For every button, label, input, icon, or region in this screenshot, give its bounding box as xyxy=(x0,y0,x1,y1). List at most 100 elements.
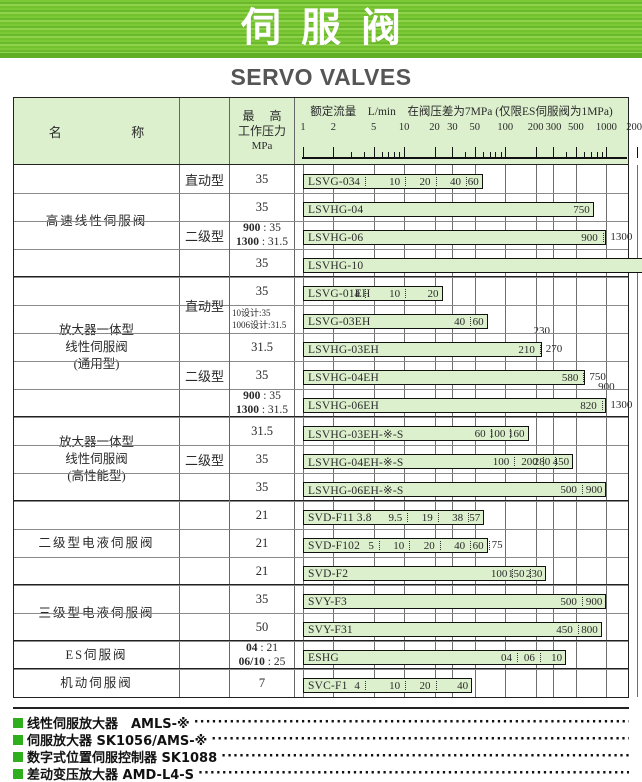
footer-item[interactable]: 数字式位置伺服控制器 SK1088 ······················… xyxy=(13,748,629,765)
row-separator xyxy=(14,361,628,362)
flow-range-bar[interactable]: LSVG-03 4 10 20 40 60 xyxy=(303,174,483,189)
mark-value: 280 xyxy=(533,455,551,468)
chart-gridline xyxy=(606,669,608,697)
group-name-line: 机动伺服阀 xyxy=(60,675,133,690)
leader-dots: ········································… xyxy=(221,749,629,764)
chart-gridline xyxy=(474,277,476,305)
row-separator xyxy=(14,305,628,306)
row-chart-cell: SVY-F31 450 800 xyxy=(295,613,638,641)
pressure-pair: 06/10 : 25 xyxy=(238,656,286,668)
row-pressure-cell: 21 xyxy=(230,501,295,529)
chart-gridline xyxy=(535,669,537,697)
servo-valve-table: 名 称 最 高 工作压力 MPa 额定流量 L/min 在阀压差为7MPa (仅… xyxy=(13,97,642,698)
chart-gridline xyxy=(505,501,507,529)
group-name-line: (通用型) xyxy=(73,356,120,371)
chart-gridline xyxy=(636,557,638,585)
valve-type-cell: 二级型 xyxy=(180,417,230,501)
flow-range-bar[interactable]: SVD-F102 5 10 20 40 60 xyxy=(303,538,490,553)
mark-value: 820 xyxy=(580,399,597,412)
flow-range-bar[interactable]: LSVHG-03EH-※-S 60 100 160 xyxy=(303,426,529,441)
mark-divider xyxy=(364,681,366,690)
footer-item[interactable]: 伺服放大器 SK1056/AMS-※ ·····················… xyxy=(13,731,629,748)
chart-gridline xyxy=(575,557,577,585)
axis-tick-minor xyxy=(482,152,484,158)
above-mark-value: 900 xyxy=(598,381,615,393)
axis-tick-major xyxy=(636,147,638,158)
mark-value: 06 xyxy=(523,651,535,664)
mark-value: 10 xyxy=(551,651,563,664)
row-separator xyxy=(14,641,628,642)
mark-value: 40 xyxy=(454,539,466,552)
group-name-cell: 二级型电液伺服阀 xyxy=(14,501,180,585)
chart-gridline xyxy=(606,277,608,305)
pressure-value: 35 xyxy=(255,480,269,494)
flow-range-bar[interactable]: SVD-F11 3.8 9.5 19 38 57 xyxy=(303,510,485,525)
axis-tick-label: 2000 xyxy=(626,122,642,133)
mark-divider xyxy=(581,597,583,606)
chart-gridline xyxy=(505,529,507,557)
axis-tick-major xyxy=(303,147,304,158)
chart-gridline xyxy=(606,529,608,557)
axis-tick-minor xyxy=(394,152,396,158)
chart-gridline xyxy=(636,305,638,333)
pressure-value: 7 xyxy=(258,676,266,690)
flow-range-bar[interactable]: SVY-F3 500 900 xyxy=(303,594,607,609)
pressure-value: 50 xyxy=(255,620,269,634)
pressure-value: 35 xyxy=(255,452,269,466)
flow-range-bar[interactable]: SVC-F1 4 10 20 40 xyxy=(303,678,473,693)
flow-range-bar[interactable]: LSVHG-04EH 580 xyxy=(303,370,586,385)
chart-gridline xyxy=(636,529,638,557)
row-pressure-cell: 31.5 xyxy=(230,417,295,445)
footer-item-label: 线性伺服放大器 AMLS-※ xyxy=(27,717,190,731)
flow-range-bar[interactable]: SVD-F2 100 150 230 xyxy=(303,566,547,581)
flow-range-bar[interactable]: LSVHG-04 750 xyxy=(303,202,594,217)
flow-range-bar[interactable]: LSVHG-04EH-※-S 100 200 280 450 xyxy=(303,454,574,469)
pressure-value: 35 xyxy=(255,256,269,270)
row-chart-cell: LSVHG-04 750 xyxy=(295,193,638,221)
group-name-cell: 放大器一体型 线性伺服阀 (高性能型) xyxy=(14,417,180,501)
table-row: 35 LSVHG-103800 xyxy=(14,249,642,277)
pressure-pair: 1300 : 31.5 xyxy=(235,404,289,416)
flow-range-bar[interactable]: LSVG-03EH 40 60 xyxy=(303,314,488,329)
footer-item[interactable]: 差动变压放大器 AMD-L4-S ·······················… xyxy=(13,765,629,782)
mark-value: 800 xyxy=(581,623,598,636)
chart-gridline xyxy=(575,529,577,557)
flow-range-bar[interactable]: LSVHG-103800 xyxy=(303,258,642,273)
header-scale-axis: 额定流量 L/min 在阀压差为7MPa (仅限ES伺服阀为1MPa) 1 2 5 1… xyxy=(295,98,642,164)
mark-divider xyxy=(470,541,472,550)
flow-range-bar[interactable]: LSVHG-06EH-※-S 500 900 xyxy=(303,482,607,497)
mark-value: 9.5 xyxy=(388,511,403,524)
mark-divider xyxy=(465,177,467,186)
flow-range-bar[interactable]: SVY-F31 450 800 xyxy=(303,622,602,637)
axis-tick-label: 200 xyxy=(527,122,544,133)
mark-value: 500 xyxy=(560,595,577,608)
mark-value: 4 xyxy=(354,679,360,692)
row-chart-cell: SVD-F2 100 150 230 xyxy=(295,557,638,585)
flow-range-bar[interactable]: LSVHG-06 900 xyxy=(303,230,607,245)
row-separator xyxy=(14,249,628,250)
chart-gridline xyxy=(606,641,608,669)
axis-tick-minor xyxy=(489,152,491,158)
chart-gridline xyxy=(575,277,577,305)
chart-gridline xyxy=(553,529,555,557)
flow-range-bar[interactable]: LSVHG-06EH 820 xyxy=(303,398,607,413)
chart-gridline xyxy=(606,165,608,193)
chart-gridline xyxy=(636,641,638,669)
pressure-value: 35 xyxy=(255,284,269,298)
row-separator xyxy=(14,193,628,194)
flow-range-bar[interactable]: LSVG-01EH 4 10 20 xyxy=(303,286,443,301)
flow-range-bar[interactable]: ESHG 04 06 10 xyxy=(303,650,567,665)
mark-divider xyxy=(468,513,470,522)
axis-tick-label: 50 xyxy=(469,122,481,133)
chart-gridline xyxy=(553,557,555,585)
mark-value: 04 xyxy=(501,651,513,664)
mark-divider xyxy=(490,429,492,438)
chart-gridline xyxy=(636,501,638,529)
model-label: ESHG xyxy=(308,651,339,664)
row-chart-cell: SVD-F11 3.8 9.5 19 38 57 xyxy=(295,501,638,529)
row-separator xyxy=(14,333,628,334)
row-pressure-cell: 10设计:35 1006设计:31.5 xyxy=(230,305,295,333)
footer-item[interactable]: 线性伺服放大器 AMLS-※ ·························… xyxy=(13,714,629,731)
outside-mark-value: 1300 xyxy=(610,231,633,243)
flow-range-bar[interactable]: LSVHG-03EH 210 xyxy=(303,342,542,357)
